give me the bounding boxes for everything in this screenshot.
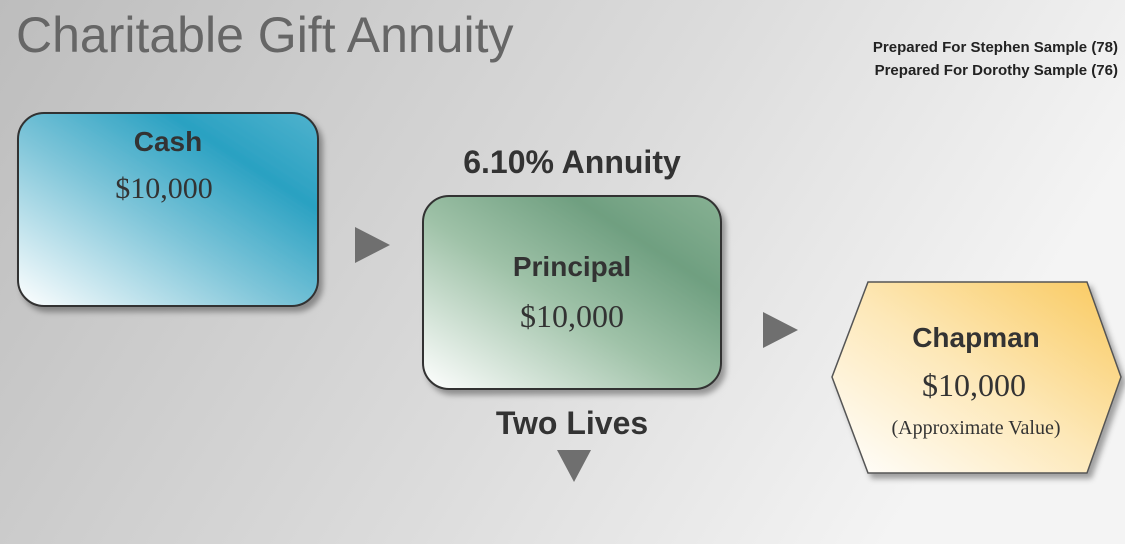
principal-box xyxy=(422,195,722,390)
prepared-for: Prepared For Dorothy Sample (76) xyxy=(875,62,1118,79)
cash-box xyxy=(17,112,319,307)
arrow xyxy=(355,227,390,263)
arrow xyxy=(763,312,798,348)
node-label: Chapman xyxy=(912,322,1040,353)
node-value: $10,000 xyxy=(520,298,624,334)
node-value: $10,000 xyxy=(115,172,213,205)
node-note: (Approximate Value) xyxy=(891,417,1060,439)
node-value: $10,000 xyxy=(922,367,1026,403)
arrow xyxy=(557,450,591,482)
node-label: Cash xyxy=(134,126,202,157)
prepared-for: Prepared For Stephen Sample (78) xyxy=(873,39,1118,56)
title: Charitable Gift Annuity xyxy=(16,7,514,63)
lives: Two Lives xyxy=(496,405,648,441)
annuity-rate: 6.10% Annuity xyxy=(463,144,681,180)
chapman-hexagon xyxy=(831,281,1122,474)
node-label: Principal xyxy=(513,251,631,282)
